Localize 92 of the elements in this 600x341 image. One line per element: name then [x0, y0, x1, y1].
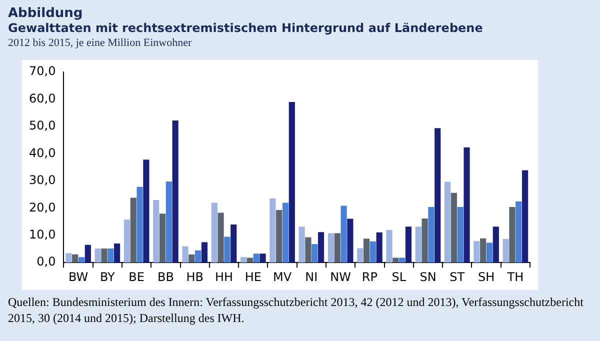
- bar: [399, 258, 406, 263]
- bar: [101, 248, 108, 263]
- bar: [282, 202, 289, 263]
- x-tick-label: HE: [244, 270, 262, 284]
- x-tick-label: TH: [506, 270, 524, 284]
- y-tick-label: 0,0: [36, 254, 56, 269]
- bar: [363, 238, 370, 263]
- bar: [328, 233, 334, 263]
- bar: [415, 226, 422, 263]
- x-tick-label: HH: [214, 270, 234, 284]
- bar: [114, 244, 120, 263]
- bar: [522, 170, 528, 263]
- bar: [298, 226, 305, 263]
- bar: [218, 212, 224, 263]
- x-tick-label: NW: [330, 270, 352, 284]
- x-tick-label: HB: [186, 270, 204, 284]
- y-tick-label: 60,0: [29, 91, 56, 106]
- bar: [357, 248, 364, 263]
- bar: [376, 232, 382, 263]
- bar: [516, 201, 522, 263]
- chart-subtitle: 2012 bis 2015, je eine Million Einwohner: [8, 36, 193, 50]
- bar: [182, 246, 188, 263]
- bar: [450, 192, 457, 263]
- bar: [159, 214, 166, 263]
- bar: [480, 238, 486, 263]
- bar: [405, 226, 412, 263]
- bar: [444, 182, 451, 263]
- bar: [240, 257, 247, 263]
- bar: [305, 237, 312, 263]
- bar: [224, 236, 230, 263]
- y-tick-label: 10,0: [29, 227, 56, 242]
- bar: [201, 242, 208, 263]
- bar: [230, 224, 237, 263]
- bar: [246, 258, 253, 263]
- bar: [334, 233, 340, 263]
- bar: [136, 186, 143, 263]
- bar: [434, 128, 441, 263]
- x-tick-label: SN: [420, 270, 436, 284]
- bar: [347, 218, 354, 263]
- x-tick-label: BE: [128, 270, 144, 284]
- y-tick-label: 50,0: [29, 118, 56, 133]
- x-tick-label: SH: [478, 270, 495, 284]
- source-note: Quellen: Bundesministerium des Innern: Verfassungsschutzbericht 2013, 42 (2012 und 2013), Verfassungsschutzbericht 2015, 30 (2014 und 2015); Darstellung des IWH.: [8, 294, 584, 326]
- bar: [260, 254, 266, 263]
- bar: [253, 254, 260, 263]
- bar: [84, 244, 91, 263]
- bar: [153, 200, 160, 263]
- bar: [474, 241, 480, 263]
- bar: [428, 207, 434, 263]
- bar: [188, 254, 195, 263]
- bar: [143, 160, 150, 263]
- bar: [464, 147, 470, 263]
- y-tick-label: 20,0: [29, 200, 56, 214]
- x-tick-label: NI: [305, 270, 318, 284]
- bar: [318, 232, 324, 263]
- bar: [166, 181, 172, 263]
- bar: [288, 102, 295, 263]
- bar: [124, 220, 130, 263]
- x-tick-label: BY: [100, 270, 116, 284]
- x-tick-label: BB: [157, 270, 174, 284]
- bar: [108, 248, 114, 263]
- bar: [386, 230, 392, 263]
- bar: [94, 248, 101, 263]
- bar: [422, 218, 428, 263]
- y-tick-label: 70,0: [29, 64, 56, 78]
- bar: [172, 120, 178, 263]
- bar: [502, 238, 509, 263]
- bar: [312, 244, 318, 263]
- x-tick-label: ST: [450, 270, 466, 284]
- bar: [72, 254, 78, 263]
- x-tick-label: SL: [392, 270, 406, 284]
- bar: [78, 257, 85, 263]
- x-tick-label: BW: [68, 270, 88, 284]
- bar: [270, 198, 276, 263]
- bar: [392, 258, 399, 263]
- bar: [211, 202, 218, 263]
- bar: [195, 250, 202, 263]
- bar: [340, 206, 347, 263]
- y-tick-label: 30,0: [29, 173, 56, 188]
- bar: [492, 226, 499, 263]
- x-tick-label: RP: [362, 270, 378, 284]
- bar: [66, 253, 72, 263]
- y-tick-label: 40,0: [29, 146, 56, 160]
- text: Abbildung: [8, 6, 84, 21]
- bar: [130, 198, 136, 263]
- chart-title: Gewalttaten mit rechtsextremistischem Hintergrund auf Länderebene: [8, 21, 484, 36]
- bar: [509, 207, 516, 263]
- bar: [276, 210, 282, 263]
- bar: [486, 242, 493, 263]
- x-tick-label: MV: [273, 270, 292, 284]
- bar: [370, 241, 376, 263]
- bar: [457, 207, 464, 263]
